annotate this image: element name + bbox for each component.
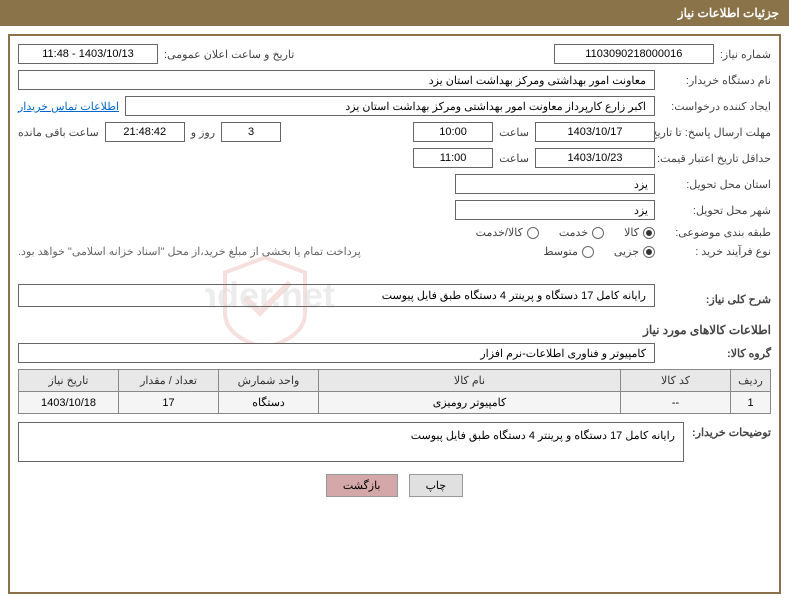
radio-service[interactable]	[592, 227, 604, 239]
goods-info-title: اطلاعات کالاهای مورد نیاز	[18, 323, 771, 337]
print-button[interactable]: چاپ	[409, 474, 464, 497]
city-label: شهر محل تحویل:	[661, 204, 771, 217]
hour-label-2: ساعت	[499, 152, 529, 165]
requester-value: اکبر زارع کارپرداز معاونت امور بهداشتی و…	[125, 96, 655, 116]
validity-label: حداقل تاریخ اعتبار قیمت: تا تاریخ:	[661, 152, 771, 165]
radio-partial-label: جزیی	[614, 245, 639, 258]
th-unit: واحد شمارش	[219, 370, 319, 392]
main-panel: AriaTender.net شماره نیاز: 1103090218000…	[8, 34, 781, 594]
th-qty: تعداد / مقدار	[119, 370, 219, 392]
table-row: 1 -- کامپیوتر رومیزی دستگاه 17 1403/10/1…	[19, 392, 771, 414]
th-code: کد کالا	[621, 370, 731, 392]
radio-service-label: خدمت	[559, 226, 588, 239]
buyer-org-label: نام دستگاه خریدار:	[661, 74, 771, 87]
validity-hour: 11:00	[413, 148, 493, 168]
radio-both[interactable]	[527, 227, 539, 239]
remaining-label: ساعت باقی مانده	[18, 126, 99, 139]
days-and-label: روز و	[191, 126, 215, 139]
category-label: طبقه بندی موضوعی:	[661, 226, 771, 239]
deadline-hour: 10:00	[413, 122, 493, 142]
province-value: یزد	[455, 174, 655, 194]
cell-row: 1	[731, 392, 771, 414]
th-row: ردیف	[731, 370, 771, 392]
days-count: 3	[221, 122, 281, 142]
radio-goods-label: کالا	[624, 226, 639, 239]
contact-buyer-link[interactable]: اطلاعات تماس خریدار	[18, 100, 119, 113]
buyer-org-value: معاونت امور بهداشتی ومرکز بهداشت استان ی…	[18, 70, 655, 90]
group-value: کامپیوتر و فناوری اطلاعات-نرم افزار	[18, 343, 655, 363]
need-number-value: 1103090218000016	[554, 44, 714, 64]
cell-date: 1403/10/18	[19, 392, 119, 414]
th-date: تاریخ نیاز	[19, 370, 119, 392]
radio-medium[interactable]	[582, 246, 594, 258]
purchase-type-label: نوع فرآیند خرید :	[661, 245, 771, 258]
page-title: جزئیات اطلاعات نیاز	[678, 6, 779, 20]
cell-unit: دستگاه	[219, 392, 319, 414]
province-label: استان محل تحویل:	[661, 178, 771, 191]
buyer-notes-label: توضیحات خریدار:	[692, 422, 771, 462]
announce-date-value: 1403/10/13 - 11:48	[18, 44, 158, 64]
purchase-type-radio-group: جزیی متوسط	[543, 245, 655, 258]
cell-qty: 17	[119, 392, 219, 414]
requester-label: ایجاد کننده درخواست:	[661, 100, 771, 113]
countdown-timer: 21:48:42	[105, 122, 185, 142]
cell-name: کامپیوتر رومیزی	[319, 392, 621, 414]
deadline-date: 1403/10/17	[535, 122, 655, 142]
goods-table: ردیف کد کالا نام کالا واحد شمارش تعداد /…	[18, 369, 771, 414]
validity-date: 1403/10/23	[535, 148, 655, 168]
back-button[interactable]: بازگشت	[326, 474, 398, 497]
hour-label-1: ساعت	[499, 126, 529, 139]
payment-note: پرداخت تمام یا بخشی از مبلغ خرید،از محل …	[18, 245, 361, 258]
th-name: نام کالا	[319, 370, 621, 392]
announce-date-label: تاریخ و ساعت اعلان عمومی:	[164, 48, 294, 61]
city-value: یزد	[455, 200, 655, 220]
radio-goods[interactable]	[643, 227, 655, 239]
radio-partial[interactable]	[643, 246, 655, 258]
desc-label: شرح کلی نیاز:	[661, 293, 771, 306]
radio-both-label: کالا/خدمت	[476, 226, 523, 239]
need-number-label: شماره نیاز:	[720, 48, 771, 61]
category-radio-group: کالا خدمت کالا/خدمت	[476, 226, 655, 239]
group-label: گروه کالا:	[661, 347, 771, 360]
cell-code: --	[621, 392, 731, 414]
buyer-notes-value: رایانه کامل 17 دستگاه و پرینتر 4 دستگاه …	[18, 422, 684, 462]
radio-medium-label: متوسط	[543, 245, 578, 258]
page-header: جزئیات اطلاعات نیاز	[0, 0, 789, 26]
deadline-label: مهلت ارسال پاسخ: تا تاریخ:	[661, 126, 771, 139]
desc-value: رایانه کامل 17 دستگاه و پرینتر 4 دستگاه …	[18, 284, 655, 307]
